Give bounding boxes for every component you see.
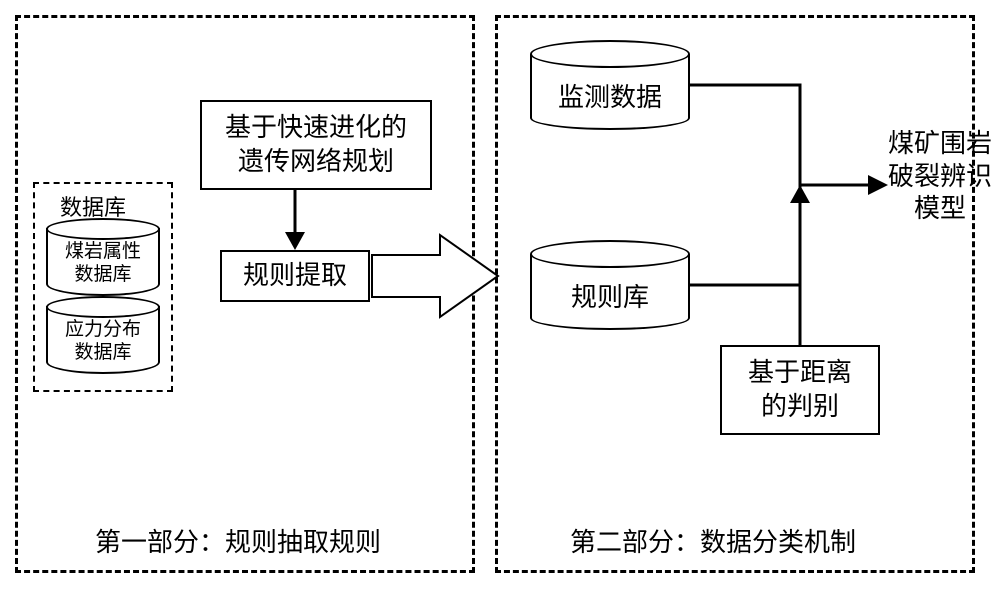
cylinder-monitor: 监测数据 <box>530 40 690 130</box>
rulebase-label: 规则库 <box>571 269 649 314</box>
box-gp: 基于快速进化的遗传网络规划 <box>200 100 432 190</box>
cylinder-stress-db: 应力分布数据库 <box>46 296 160 374</box>
block-arrow <box>370 233 500 319</box>
arrow-dist-up <box>790 185 810 345</box>
arrow-gp-to-extract <box>285 190 315 250</box>
line-monitor <box>690 85 810 190</box>
extract-label: 规则提取 <box>243 259 347 293</box>
cylinder-rulebase: 规则库 <box>530 240 690 330</box>
box-extract: 规则提取 <box>220 250 370 302</box>
box-distance: 基于距离的判别 <box>720 345 880 435</box>
output-model: 煤矿围岩破裂辨识模型 <box>880 128 1000 226</box>
stress-db-label: 应力分布数据库 <box>65 313 141 365</box>
cylinder-attr-db: 煤岩属性数据库 <box>46 218 160 296</box>
monitor-label: 监测数据 <box>558 69 662 114</box>
attr-db-label: 煤岩属性数据库 <box>65 235 141 287</box>
caption-part1: 第一部分：规则抽取规则 <box>95 522 381 559</box>
gp-label: 基于快速进化的遗传网络规划 <box>225 111 407 179</box>
dist-label: 基于距离的判别 <box>748 356 852 424</box>
arrow-to-output <box>800 175 890 195</box>
caption-part2: 第二部分：数据分类机制 <box>570 522 856 559</box>
